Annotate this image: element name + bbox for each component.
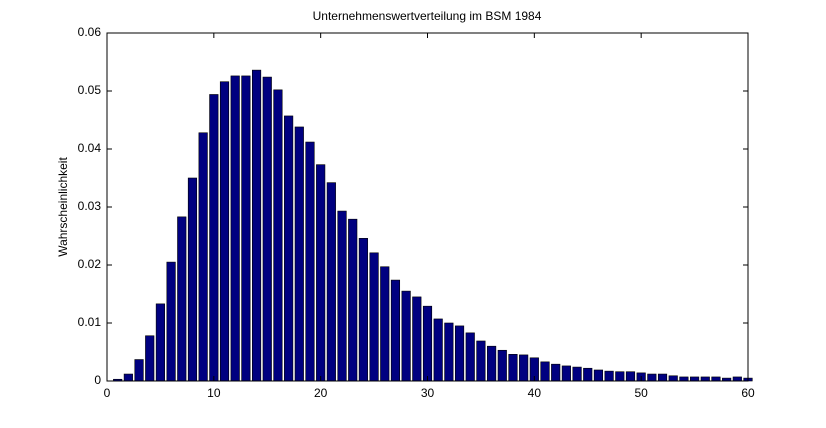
bar: [508, 354, 518, 382]
bar: [380, 266, 390, 382]
bar: [219, 81, 230, 382]
y-axis-label: Wahrscheinlichkeit: [56, 157, 70, 257]
y-tick-label: 0.03: [78, 199, 102, 213]
chart-title: Unternehmenswertverteilung im BSM 1984: [313, 9, 542, 23]
x-tick-label: 40: [528, 386, 542, 400]
bar: [166, 261, 176, 382]
bar: [647, 373, 657, 382]
bar: [422, 305, 433, 382]
y-tick-label: 0.02: [78, 257, 102, 271]
x-tick-label: 50: [634, 386, 648, 400]
bar: [123, 373, 133, 382]
bar: [262, 76, 272, 382]
y-tick-label: 0: [94, 373, 101, 387]
bar: [497, 349, 507, 382]
bar: [561, 365, 571, 382]
bar: [358, 238, 368, 382]
bar: [145, 335, 155, 382]
bar: [700, 376, 710, 382]
x-tick-label: 30: [421, 386, 435, 400]
x-tick-label: 20: [314, 386, 328, 400]
bar: [294, 126, 304, 382]
bar: [476, 340, 486, 382]
y-tick-label: 0.06: [78, 25, 102, 39]
bar: [625, 371, 636, 382]
bar: [390, 279, 401, 382]
y-tick-label: 0.05: [78, 83, 102, 97]
bar: [230, 75, 240, 382]
x-tick-label: 60: [741, 386, 755, 400]
bar: [198, 132, 208, 382]
bar: [326, 182, 336, 382]
bar: [209, 94, 219, 382]
bar: [604, 370, 614, 382]
bar: [187, 177, 198, 382]
bar: [454, 325, 465, 382]
bar: [615, 371, 625, 382]
bar: [134, 359, 144, 382]
bar: [305, 141, 315, 382]
bar: [465, 332, 475, 382]
bar: [155, 303, 165, 382]
bar: [251, 69, 262, 382]
bar: [679, 376, 689, 382]
bar: [690, 376, 700, 382]
y-tick-label: 0.04: [78, 141, 102, 155]
bar: [316, 164, 326, 382]
bar: [369, 252, 379, 382]
bar: [572, 366, 582, 382]
bar: [732, 376, 742, 382]
bar: [540, 361, 550, 382]
bar: [657, 373, 668, 382]
bar: [401, 290, 411, 382]
bar: [348, 218, 358, 382]
y-tick-label: 0.01: [78, 315, 102, 329]
bar: [177, 216, 187, 382]
bar: [241, 75, 251, 382]
bar: [583, 367, 593, 382]
bar: [668, 375, 678, 382]
bar: [519, 354, 529, 382]
bar: [337, 210, 347, 382]
x-tick-label: 10: [207, 386, 221, 400]
bar: [412, 296, 422, 382]
bar: [433, 318, 443, 382]
bar: [273, 89, 283, 382]
bar: [711, 376, 721, 382]
bar: [444, 322, 454, 382]
bar: [593, 369, 604, 382]
bar: [487, 345, 497, 382]
x-tick-label: 0: [104, 386, 111, 400]
bar: [284, 115, 294, 382]
bar: [551, 363, 561, 382]
